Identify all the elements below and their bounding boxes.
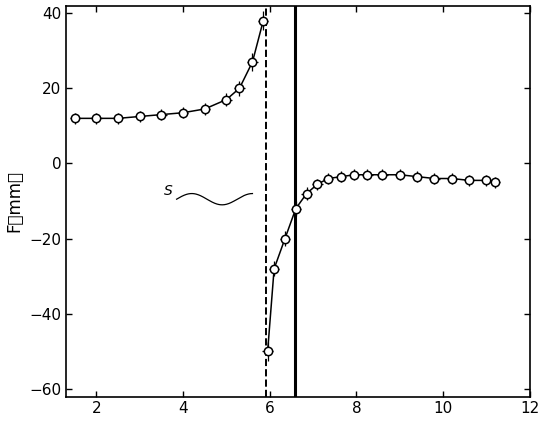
Text: S: S (164, 184, 172, 198)
Y-axis label: F（mm）: F（mm） (5, 170, 23, 232)
